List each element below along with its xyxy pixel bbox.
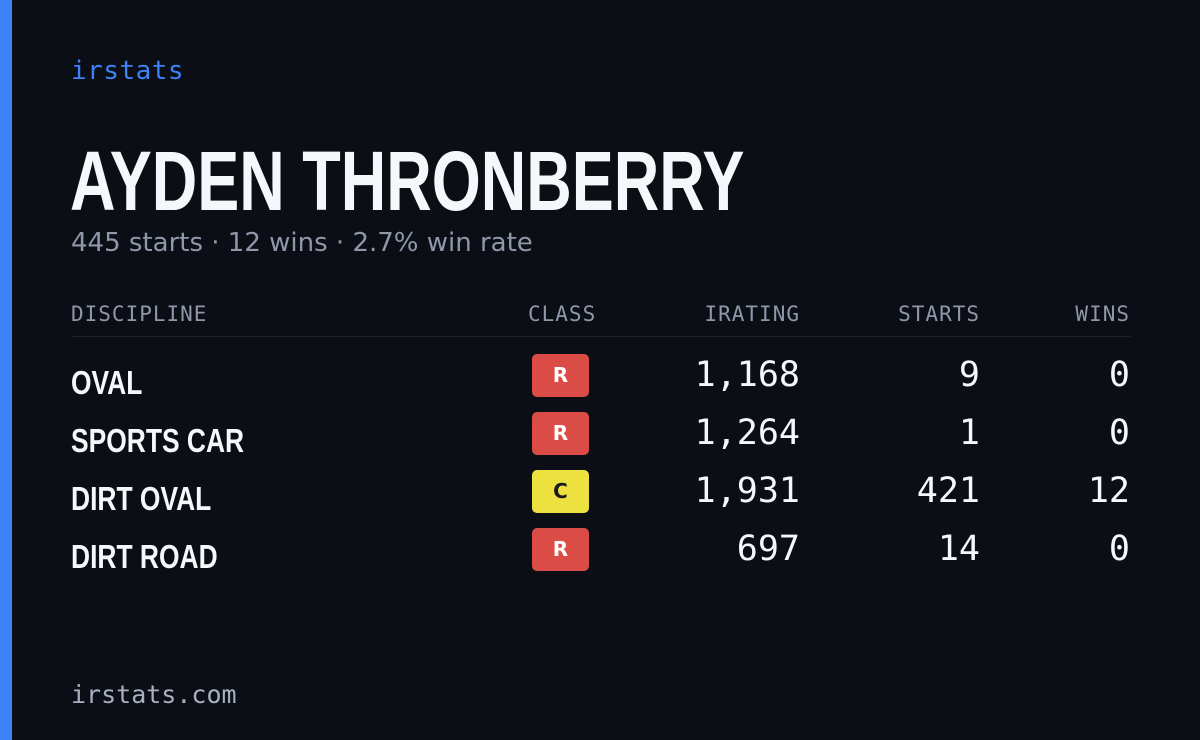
wins-value: 0 [1108, 355, 1130, 395]
driver-name: AYDEN THRONBERRY [70, 134, 745, 228]
wins-value: 0 [1108, 529, 1130, 569]
irating-value: 1,264 [694, 413, 800, 453]
class-badge: C [532, 470, 589, 513]
table-row: SPORTS CAR R 1,264 1 0 [71, 412, 1131, 470]
header-starts: STARTS [898, 302, 980, 326]
header-irating: IRATING [704, 302, 800, 326]
discipline-label: OVAL [71, 364, 143, 401]
stats-table: DISCIPLINE CLASS IRATING STARTS WINS OVA… [71, 296, 1131, 586]
starts-value: 421 [916, 471, 980, 511]
class-badge: R [532, 354, 589, 397]
driver-summary: 445 starts · 12 wins · 2.7% win rate [71, 228, 533, 258]
class-badge: R [532, 412, 589, 455]
header-discipline: DISCIPLINE [71, 302, 208, 326]
header-divider [71, 336, 1131, 337]
irating-value: 697 [736, 529, 800, 569]
discipline-label: DIRT OVAL [71, 480, 212, 517]
brand-logo-text[interactable]: irstats [71, 56, 185, 86]
irating-value: 1,931 [694, 471, 800, 511]
footer-url[interactable]: irstats.com [71, 680, 237, 709]
table-row: OVAL R 1,168 9 0 [71, 354, 1131, 412]
discipline-label: SPORTS CAR [71, 422, 245, 459]
table-row: DIRT OVAL C 1,931 421 12 [71, 470, 1131, 528]
class-badge: R [532, 528, 589, 571]
table-row: DIRT ROAD R 697 14 0 [71, 528, 1131, 586]
header-class: CLASS [528, 302, 597, 326]
wins-value: 12 [1087, 471, 1130, 511]
starts-value: 14 [937, 529, 980, 569]
accent-bar [0, 0, 12, 740]
header-wins: WINS [1075, 302, 1130, 326]
discipline-label: DIRT ROAD [71, 538, 218, 575]
irating-value: 1,168 [694, 355, 800, 395]
starts-value: 9 [958, 355, 980, 395]
wins-value: 0 [1108, 413, 1130, 453]
starts-value: 1 [958, 413, 980, 453]
